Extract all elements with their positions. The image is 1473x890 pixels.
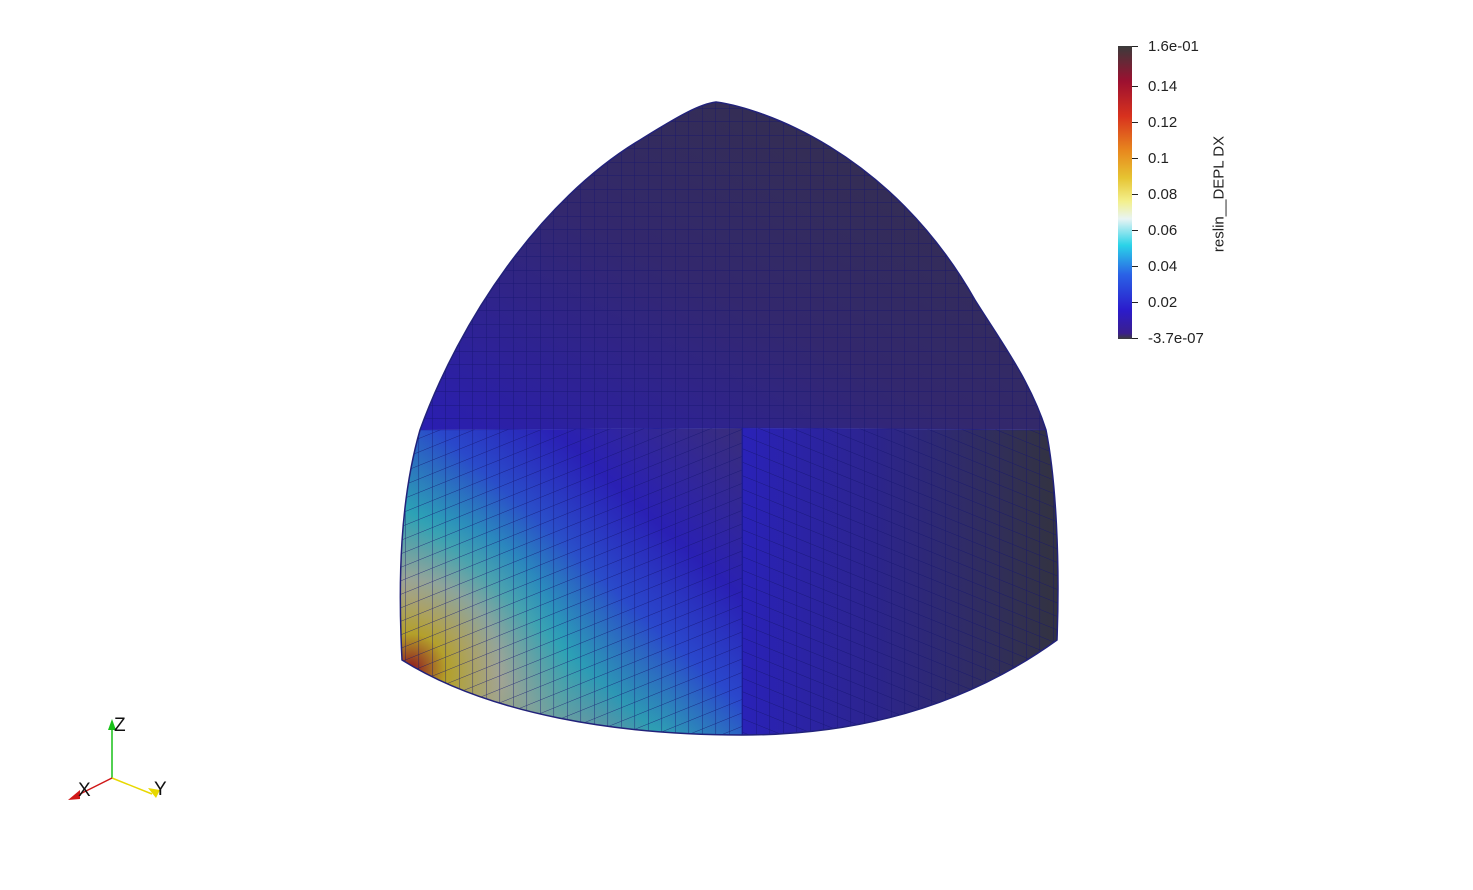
colorbar-tick <box>1132 302 1138 303</box>
colorbar-min-label: -3.7e-07 <box>1148 330 1204 347</box>
axis-label-x: X <box>78 780 91 801</box>
orientation-axes <box>68 719 160 800</box>
colorbar-tick <box>1132 122 1138 123</box>
color-legend-gradient <box>1118 46 1132 339</box>
colorbar-tick-label: 0.04 <box>1148 258 1178 275</box>
colorbar-tick-label: 0.08 <box>1148 186 1178 203</box>
axis-label-y: Y <box>154 779 167 800</box>
colorbar-title: reslin__DEPL DX <box>1210 135 1228 253</box>
colorbar-tick <box>1132 266 1138 267</box>
color-legend-bar <box>1118 46 1138 339</box>
colorbar-tick <box>1132 230 1138 231</box>
colorbar-tick-label: 0.02 <box>1148 294 1178 311</box>
colorbar-tick <box>1132 46 1138 47</box>
colorbar-tick-label: 0.06 <box>1148 222 1178 239</box>
colorbar-tick <box>1132 194 1138 195</box>
colorbar-tick-label: 0.1 <box>1148 150 1169 167</box>
colorbar-tick <box>1132 338 1138 339</box>
colorbar-tick-label: 0.12 <box>1148 114 1178 131</box>
axis-label-z: Z <box>114 715 126 736</box>
colorbar-max-label: 1.6e-01 <box>1148 38 1199 55</box>
colorbar-tick <box>1132 158 1138 159</box>
colorbar-tick <box>1132 86 1138 87</box>
colorbar-tick-label: 0.14 <box>1148 78 1178 95</box>
